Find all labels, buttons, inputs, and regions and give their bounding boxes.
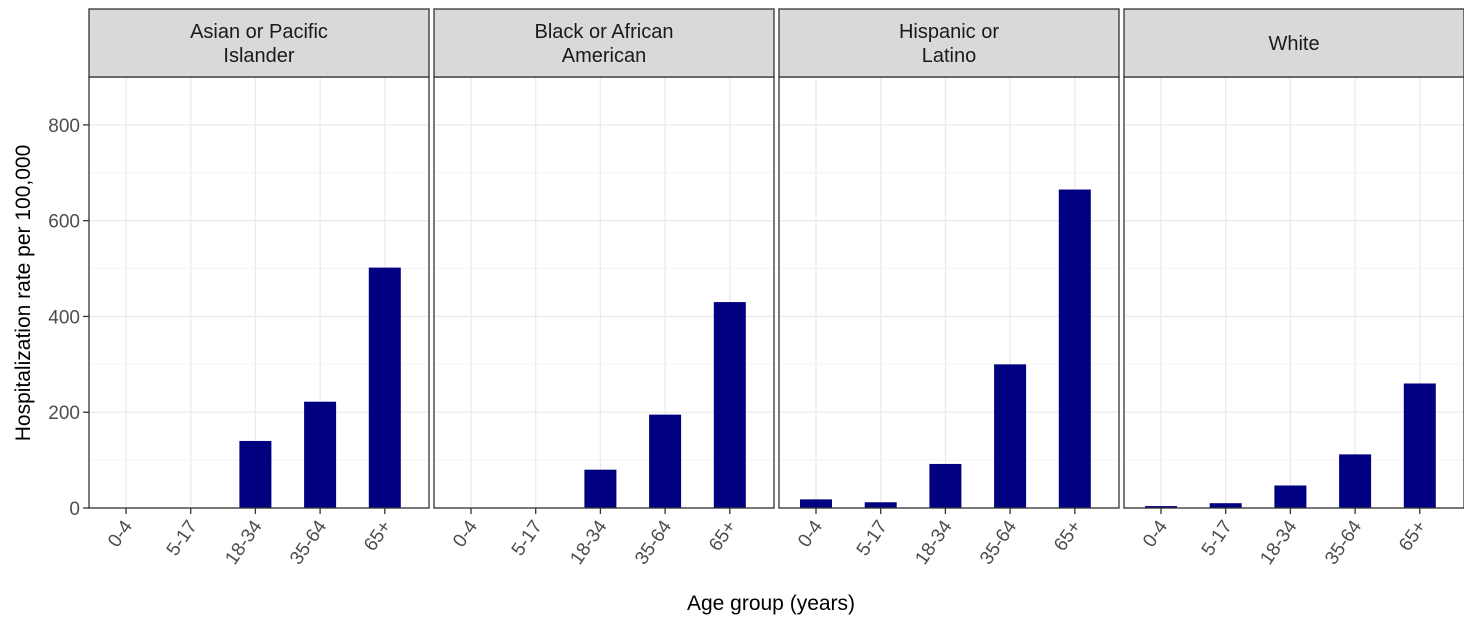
bar-18-34 [929, 463, 962, 508]
bar-0-4 [1145, 506, 1177, 508]
x-tick-label: 5-17 [1198, 517, 1237, 560]
facet-strip [88, 8, 430, 78]
bar-5-17 [1209, 503, 1242, 508]
facet-strip-label: Islander [223, 45, 294, 67]
x-tick-label: 35-64 [286, 516, 331, 568]
y-tick-label: 0 [69, 499, 80, 520]
bar-35-64 [649, 414, 682, 508]
facet-strip-label: Asian or Pacific [190, 21, 328, 43]
bar-0-4 [800, 499, 832, 508]
facet-strip-label: American [562, 45, 646, 67]
facet-strip-label: Black or African [535, 21, 674, 43]
facet-strip [1123, 8, 1464, 78]
bar-5-17 [864, 502, 897, 508]
bar-35-64 [1339, 454, 1372, 508]
x-tick-label: 0-4 [104, 516, 137, 551]
x-tick-label: 35-64 [976, 516, 1021, 568]
y-tick-label: 200 [48, 403, 80, 424]
x-tick-label: 5-17 [163, 517, 202, 560]
x-tick-label: 35-64 [1321, 516, 1366, 568]
x-tick-label: 0-4 [1139, 516, 1172, 551]
x-tick-label: 18-34 [1256, 516, 1301, 568]
facet-panel-4: White 0-4 5-17 18-34 35-64 65+ [1123, 8, 1464, 569]
y-tick-label: 600 [48, 212, 80, 233]
bar-18-34 [1274, 485, 1307, 508]
y-axis-title: Hospitalization rate per 100,000 [12, 145, 35, 442]
y-tick-label: 800 [48, 116, 80, 137]
facet-strip [778, 8, 1120, 78]
bar-65+ [1403, 383, 1436, 508]
x-tick-label: 65+ [1395, 517, 1431, 555]
bar-35-64 [994, 364, 1027, 508]
facet-strip-label: Hispanic or [899, 21, 999, 43]
x-tick-label: 18-34 [911, 516, 956, 568]
x-tick-label: 65+ [1050, 517, 1086, 555]
bar-18-34 [239, 440, 272, 508]
x-tick-label: 18-34 [221, 516, 266, 568]
facet-strip-label: White [1268, 33, 1319, 55]
x-tick-label: 65+ [360, 517, 396, 555]
x-tick-label: 5-17 [508, 517, 547, 560]
x-tick-label: 0-4 [449, 516, 482, 551]
x-tick-label: 65+ [705, 517, 741, 555]
bar-65+ [1058, 189, 1091, 509]
x-axis-title: Age group (years) [687, 592, 855, 615]
facet-strip-label: Latino [922, 45, 977, 67]
x-tick-label: 18-34 [566, 516, 611, 568]
x-tick-label: 35-64 [631, 516, 676, 568]
y-tick-label: 400 [48, 307, 80, 328]
bar-65+ [713, 302, 746, 508]
facet-strip [433, 8, 775, 78]
y-axis: 0 200 400 600 800 [48, 116, 89, 520]
bar-35-64 [304, 401, 337, 508]
bar-65+ [368, 267, 401, 508]
x-tick-label: 0-4 [794, 516, 827, 551]
x-tick-label: 5-17 [853, 517, 892, 560]
bar-18-34 [584, 469, 617, 508]
